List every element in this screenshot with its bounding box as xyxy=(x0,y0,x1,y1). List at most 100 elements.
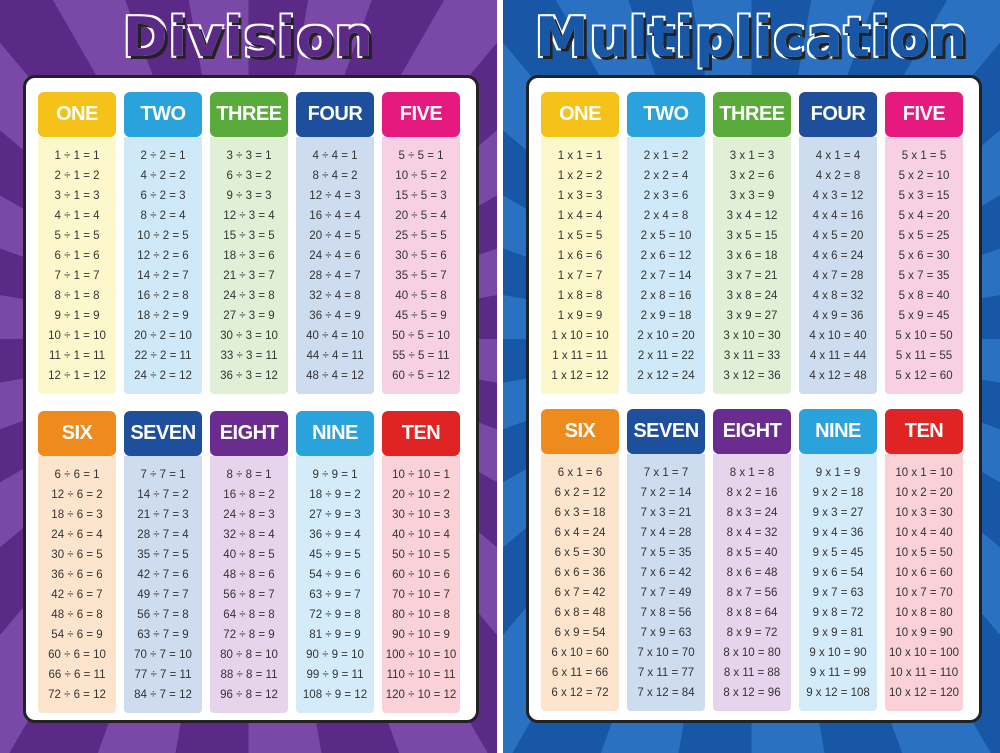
equation: 6 x 4 = 24 xyxy=(554,527,606,539)
table-body: 4 x 1 = 4 4 x 2 = 8 4 x 3 = 12 4 x 4 = 16 4 … xyxy=(799,137,877,394)
times-table-eight: EIGHT 8 x 1 = 8 8 x 2 = 16 8 x 3 = 24 8 x 4 … xyxy=(713,409,791,711)
times-table-nine: NINE 9 ÷ 9 = 1 18 ÷ 9 = 2 27 ÷ 9 = 3 36 ÷ 9 … xyxy=(296,411,374,713)
table-header: EIGHT xyxy=(713,409,791,454)
equation: 10 x 7 = 70 xyxy=(895,587,953,599)
equation: 5 x 12 = 60 xyxy=(895,370,953,382)
equation: 4 x 10 = 40 xyxy=(809,330,867,342)
equation: 28 ÷ 7 = 4 xyxy=(137,529,189,541)
equation: 35 ÷ 5 = 7 xyxy=(395,270,447,282)
times-table-four: FOUR 4 ÷ 4 = 1 8 ÷ 4 = 2 12 ÷ 4 = 3 16 ÷ 4 =… xyxy=(296,92,374,394)
equation: 3 x 2 = 6 xyxy=(729,170,775,182)
equation: 6 ÷ 1 = 6 xyxy=(54,250,100,262)
equation: 4 x 7 = 28 xyxy=(812,270,864,282)
table-header: NINE xyxy=(296,411,374,456)
equation: 15 ÷ 5 = 3 xyxy=(395,190,447,202)
times-table-six: SIX 6 x 1 = 6 6 x 2 = 12 6 x 3 = 18 6 x 4 = … xyxy=(541,409,619,711)
equation: 24 ÷ 8 = 3 xyxy=(223,509,275,521)
equation: 50 ÷ 5 = 10 xyxy=(392,330,450,342)
table-body: 8 x 1 = 8 8 x 2 = 16 8 x 3 = 24 8 x 4 = 32 8… xyxy=(713,454,791,711)
equation: 54 ÷ 9 = 6 xyxy=(309,569,361,581)
table-body: 1 x 1 = 1 1 x 2 = 2 1 x 3 = 3 1 x 4 = 4 1 x … xyxy=(541,137,619,394)
equation: 18 ÷ 6 = 3 xyxy=(51,509,103,521)
equation: 3 x 10 = 30 xyxy=(723,330,781,342)
equation: 10 x 2 = 20 xyxy=(895,487,953,499)
table-header: TEN xyxy=(885,409,963,454)
equation: 36 ÷ 4 = 9 xyxy=(309,310,361,322)
equation: 9 ÷ 9 = 1 xyxy=(312,469,358,481)
table-header: FOUR xyxy=(296,92,374,137)
equation: 56 ÷ 7 = 8 xyxy=(137,609,189,621)
table-body: 6 x 1 = 6 6 x 2 = 12 6 x 3 = 18 6 x 4 = 24 6… xyxy=(541,454,619,711)
times-table-nine: NINE 9 x 1 = 9 9 x 2 = 18 9 x 3 = 27 9 x 4 =… xyxy=(799,409,877,711)
table-body: 3 ÷ 3 = 1 6 ÷ 3 = 2 9 ÷ 3 = 3 12 ÷ 3 = 4 15 … xyxy=(210,137,288,394)
equation: 4 ÷ 1 = 4 xyxy=(54,210,100,222)
equation: 30 ÷ 3 = 10 xyxy=(220,330,278,342)
equation: 3 x 4 = 12 xyxy=(726,210,778,222)
equation: 40 ÷ 4 = 10 xyxy=(306,330,364,342)
table-body: 5 ÷ 5 = 1 10 ÷ 5 = 2 15 ÷ 5 = 3 20 ÷ 5 = 4 2… xyxy=(382,137,460,394)
equation: 4 x 9 = 36 xyxy=(812,310,864,322)
equation: 7 x 2 = 14 xyxy=(640,487,692,499)
equation: 11 ÷ 1 = 11 xyxy=(48,350,106,362)
equation: 1 x 6 = 6 xyxy=(557,250,603,262)
equation: 10 x 11 = 110 xyxy=(889,667,959,679)
equation: 24 ÷ 6 = 4 xyxy=(51,529,103,541)
equation: 1 x 8 = 8 xyxy=(557,290,603,302)
times-table-ten: TEN 10 ÷ 10 = 1 20 ÷ 10 = 2 30 ÷ 10 = 3 40 ÷… xyxy=(382,411,460,713)
table-body: 4 ÷ 4 = 1 8 ÷ 4 = 2 12 ÷ 4 = 3 16 ÷ 4 = 4 20… xyxy=(296,137,374,394)
equation: 10 ÷ 10 = 1 xyxy=(392,469,450,481)
equation: 25 ÷ 5 = 5 xyxy=(395,230,447,242)
equation: 10 x 4 = 40 xyxy=(895,527,953,539)
equation: 1 x 10 = 10 xyxy=(551,330,609,342)
table-body: 7 x 1 = 7 7 x 2 = 14 7 x 3 = 21 7 x 4 = 28 7… xyxy=(627,454,705,711)
table-header: EIGHT xyxy=(210,411,288,456)
equation: 28 ÷ 4 = 7 xyxy=(309,270,361,282)
equation: 7 x 5 = 35 xyxy=(640,547,692,559)
equation: 22 ÷ 2 = 11 xyxy=(134,350,192,362)
equation: 2 x 9 = 18 xyxy=(640,310,692,322)
table-body: 3 x 1 = 3 3 x 2 = 6 3 x 3 = 9 3 x 4 = 12 3 x… xyxy=(713,137,791,394)
equation: 60 ÷ 10 = 6 xyxy=(392,569,450,581)
equation: 1 x 2 = 2 xyxy=(557,170,603,182)
equation: 4 x 2 = 8 xyxy=(815,170,861,182)
equation: 10 x 1 = 10 xyxy=(895,467,953,479)
equation: 2 x 7 = 14 xyxy=(640,270,692,282)
table-header: FIVE xyxy=(885,92,963,137)
equation: 5 x 9 = 45 xyxy=(898,310,950,322)
equation: 9 x 3 = 27 xyxy=(812,507,864,519)
equation: 5 ÷ 1 = 5 xyxy=(54,230,100,242)
equation: 6 x 2 = 12 xyxy=(554,487,606,499)
equation: 7 x 10 = 70 xyxy=(637,647,695,659)
equation: 6 x 1 = 6 xyxy=(557,467,603,479)
equation: 1 x 4 = 4 xyxy=(557,210,603,222)
table-header: THREE xyxy=(210,92,288,137)
equation: 4 x 12 = 48 xyxy=(809,370,867,382)
equation: 7 x 1 = 7 xyxy=(643,467,689,479)
equation: 120 ÷ 10 = 12 xyxy=(385,689,457,701)
equation: 3 x 11 = 33 xyxy=(723,350,781,362)
equation: 30 ÷ 5 = 6 xyxy=(395,250,447,262)
equation: 48 ÷ 8 = 6 xyxy=(223,569,275,581)
equation: 48 ÷ 6 = 8 xyxy=(51,609,103,621)
equation: 20 ÷ 4 = 5 xyxy=(309,230,361,242)
table-row-group: SIX 6 x 1 = 6 6 x 2 = 12 6 x 3 = 18 6 x 4 = … xyxy=(541,409,963,711)
equation: 32 ÷ 4 = 8 xyxy=(309,290,361,302)
equation: 1 x 12 = 12 xyxy=(551,370,609,382)
equation: 2 x 6 = 12 xyxy=(640,250,692,262)
equation: 3 ÷ 1 = 3 xyxy=(54,190,100,202)
equation: 5 x 7 = 35 xyxy=(898,270,950,282)
equation: 8 ÷ 8 = 1 xyxy=(226,469,272,481)
table-body: 1 ÷ 1 = 1 2 ÷ 1 = 2 3 ÷ 1 = 3 4 ÷ 1 = 4 5 ÷ … xyxy=(38,137,116,394)
equation: 10 x 3 = 30 xyxy=(895,507,953,519)
equation: 9 ÷ 3 = 3 xyxy=(226,190,272,202)
table-body: 5 x 1 = 5 5 x 2 = 10 5 x 3 = 15 5 x 4 = 20 5… xyxy=(885,137,963,394)
table-body: 9 ÷ 9 = 1 18 ÷ 9 = 2 27 ÷ 9 = 3 36 ÷ 9 = 4 4… xyxy=(296,456,374,713)
equation: 6 x 9 = 54 xyxy=(554,627,606,639)
equation: 90 ÷ 10 = 9 xyxy=(392,629,450,641)
equation: 3 x 9 = 27 xyxy=(726,310,778,322)
equation: 8 x 1 = 8 xyxy=(729,467,775,479)
equation: 4 x 3 = 12 xyxy=(812,190,864,202)
equation: 7 x 4 = 28 xyxy=(640,527,692,539)
division-poster: Division ONE 1 ÷ 1 = 1 2 ÷ 1 = 2 3 ÷ 1 = 3 4… xyxy=(0,0,497,753)
